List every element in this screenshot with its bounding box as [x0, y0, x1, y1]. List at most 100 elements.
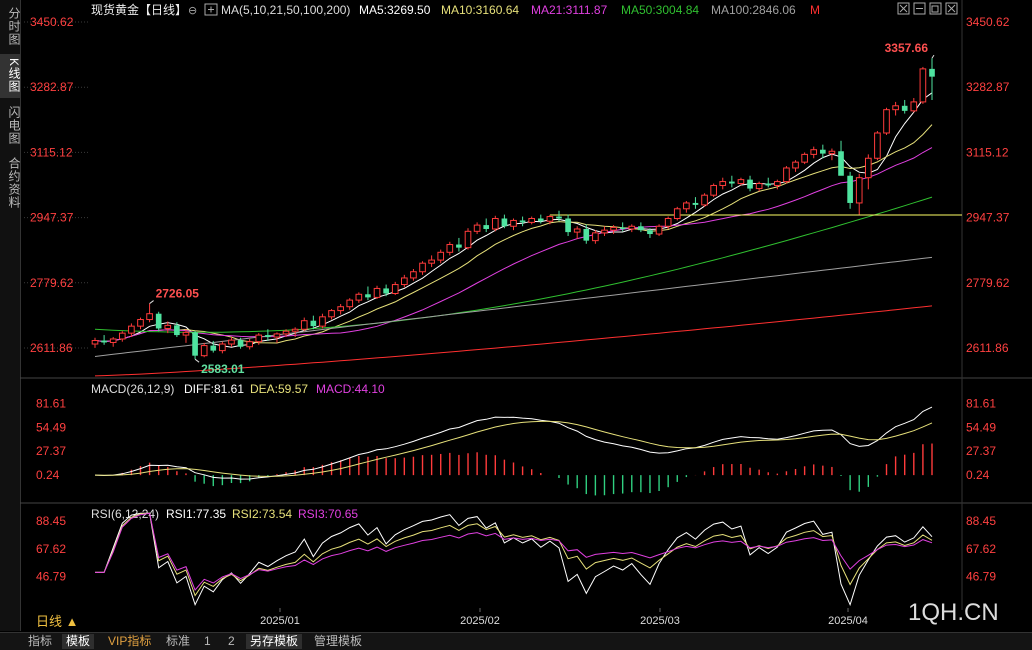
macd-tick-right: 81.61 — [966, 397, 996, 411]
candle-body — [820, 149, 826, 154]
candle-body — [155, 313, 162, 329]
tab-contract-info[interactable]: 合约资料 — [7, 157, 21, 209]
candle-body — [847, 175, 853, 203]
candle-body — [710, 184, 717, 196]
candle-body — [456, 244, 462, 248]
candle-body — [683, 202, 690, 210]
period-label[interactable]: 日线 ▲ — [36, 614, 78, 629]
candle-body — [619, 227, 626, 229]
macd-panel — [94, 406, 933, 496]
price-chart[interactable]: 现货黄金【日线】 ⊖ MA(5,10,21,50,100,200) MA5:32… — [0, 0, 1032, 632]
candle-body — [673, 208, 681, 219]
rsi-tick-left: 67.62 — [36, 542, 66, 556]
macd-tick-right: 0.24 — [966, 468, 990, 482]
date-axis: 2025/01 2025/02 2025/03 2025/04 — [260, 608, 868, 627]
annotation-pointer — [194, 358, 200, 363]
macd-tick-left: 0.24 — [36, 468, 60, 482]
candle-body — [437, 251, 445, 261]
x-tick-label: 2025/01 — [260, 615, 300, 627]
macd-tick-right: 54.49 — [966, 420, 996, 434]
rsi3-line — [95, 512, 933, 591]
tab-intraday[interactable]: 分时图 — [7, 6, 21, 46]
candle-body — [391, 284, 399, 294]
candle-body — [328, 310, 335, 318]
close-icon[interactable] — [945, 2, 958, 15]
macd-tick-right: 27.37 — [966, 444, 996, 458]
candle-body — [174, 325, 180, 336]
rsi-tick-right: 67.62 — [966, 542, 996, 556]
candle-body — [319, 316, 326, 327]
minimize-icon[interactable] — [913, 2, 926, 15]
ma-params: MA(5,10,21,50,100,200) — [221, 3, 350, 17]
sidebar: 分时图 K线图 闪电图 合约资料 — [0, 0, 21, 631]
save-template-button[interactable]: 另存模板 — [246, 634, 303, 649]
expand-icon[interactable] — [897, 2, 910, 15]
candle-body — [300, 320, 308, 330]
restore-icon[interactable] — [929, 2, 942, 15]
candle-body — [109, 338, 117, 343]
candle-body — [491, 217, 499, 230]
candle-body — [592, 232, 599, 242]
macd-tick-left: 54.49 — [36, 420, 66, 434]
x-tick-label: 2025/04 — [828, 615, 868, 627]
candle-body — [265, 335, 271, 338]
candle-body — [701, 194, 708, 206]
candle-body — [219, 343, 226, 352]
candle-body — [583, 228, 590, 241]
macd-params: MACD(26,12,9) — [91, 382, 174, 396]
candle-body — [719, 181, 727, 186]
y-tick-label-right: 2947.37 — [966, 211, 1010, 225]
tab-standard[interactable]: 标准 — [166, 634, 191, 648]
candle-body — [729, 181, 735, 184]
tab-templates[interactable]: 模板 — [62, 634, 95, 649]
annotation-label: 2583.01 — [201, 362, 245, 376]
candle-body — [910, 101, 918, 112]
candle-body — [737, 179, 745, 185]
manage-templates-button[interactable]: 管理模板 — [314, 634, 363, 648]
ma200-line — [94, 305, 933, 377]
candle-body — [556, 216, 562, 219]
ma10-line — [94, 124, 933, 344]
price-axis: 3450.62 3450.62 3282.87 3282.87 3115.12 3115.… — [24, 15, 1010, 355]
y-tick-label-left: 2947.37 — [30, 211, 74, 225]
x-tick-label: 2025/02 — [460, 615, 500, 627]
settings-icon[interactable]: ⊖ — [188, 5, 197, 17]
y-tick-label-left: 3450.62 — [30, 15, 74, 29]
y-tick-label-right: 2611.86 — [966, 341, 1009, 355]
annotation-pointer — [931, 54, 935, 59]
candle-body — [528, 217, 536, 223]
candle-body — [446, 244, 454, 253]
y-tick-label-left: 3282.87 — [30, 80, 74, 94]
macd-diff: DIFF:81.61 — [184, 382, 244, 396]
tab-indicators[interactable]: 指标 — [28, 634, 53, 648]
rsi-tick-left: 46.79 — [36, 570, 66, 584]
tab-flash[interactable]: 闪电图 — [7, 105, 21, 145]
candle-body — [774, 181, 781, 186]
diff-line — [94, 406, 933, 480]
rsi-axis: 88.45 88.45 67.62 67.62 46.79 46.79 — [36, 514, 996, 584]
candle-body — [501, 218, 508, 227]
candle-body — [537, 218, 544, 222]
candle-body — [419, 262, 426, 273]
candle-body — [164, 324, 172, 329]
tab-kline[interactable]: K线图 — [0, 54, 21, 98]
candle-body — [874, 132, 881, 159]
tab-vip-indicators[interactable]: VIP指标 — [108, 634, 152, 648]
candle-body — [783, 167, 790, 183]
ma21-value: MA21:3111.87 — [531, 3, 608, 17]
candle-body — [883, 109, 890, 134]
ma21-line — [94, 147, 933, 343]
candle-body — [373, 287, 381, 298]
bottom-toolbar: 指标 模板 VIP指标 标准 1 2 另存模板 管理模板 — [0, 632, 1032, 650]
candle-body — [647, 230, 653, 235]
candle-body — [765, 183, 772, 186]
candle-body — [692, 202, 699, 205]
tab-two[interactable]: 2 — [228, 634, 235, 648]
tab-one[interactable]: 1 — [204, 634, 211, 648]
y-tick-label-right: 3115.12 — [966, 145, 1009, 159]
candle-body — [246, 341, 253, 348]
toggle-box-icon[interactable] — [204, 3, 218, 16]
candle-body — [137, 319, 144, 327]
candle-body — [638, 226, 644, 231]
